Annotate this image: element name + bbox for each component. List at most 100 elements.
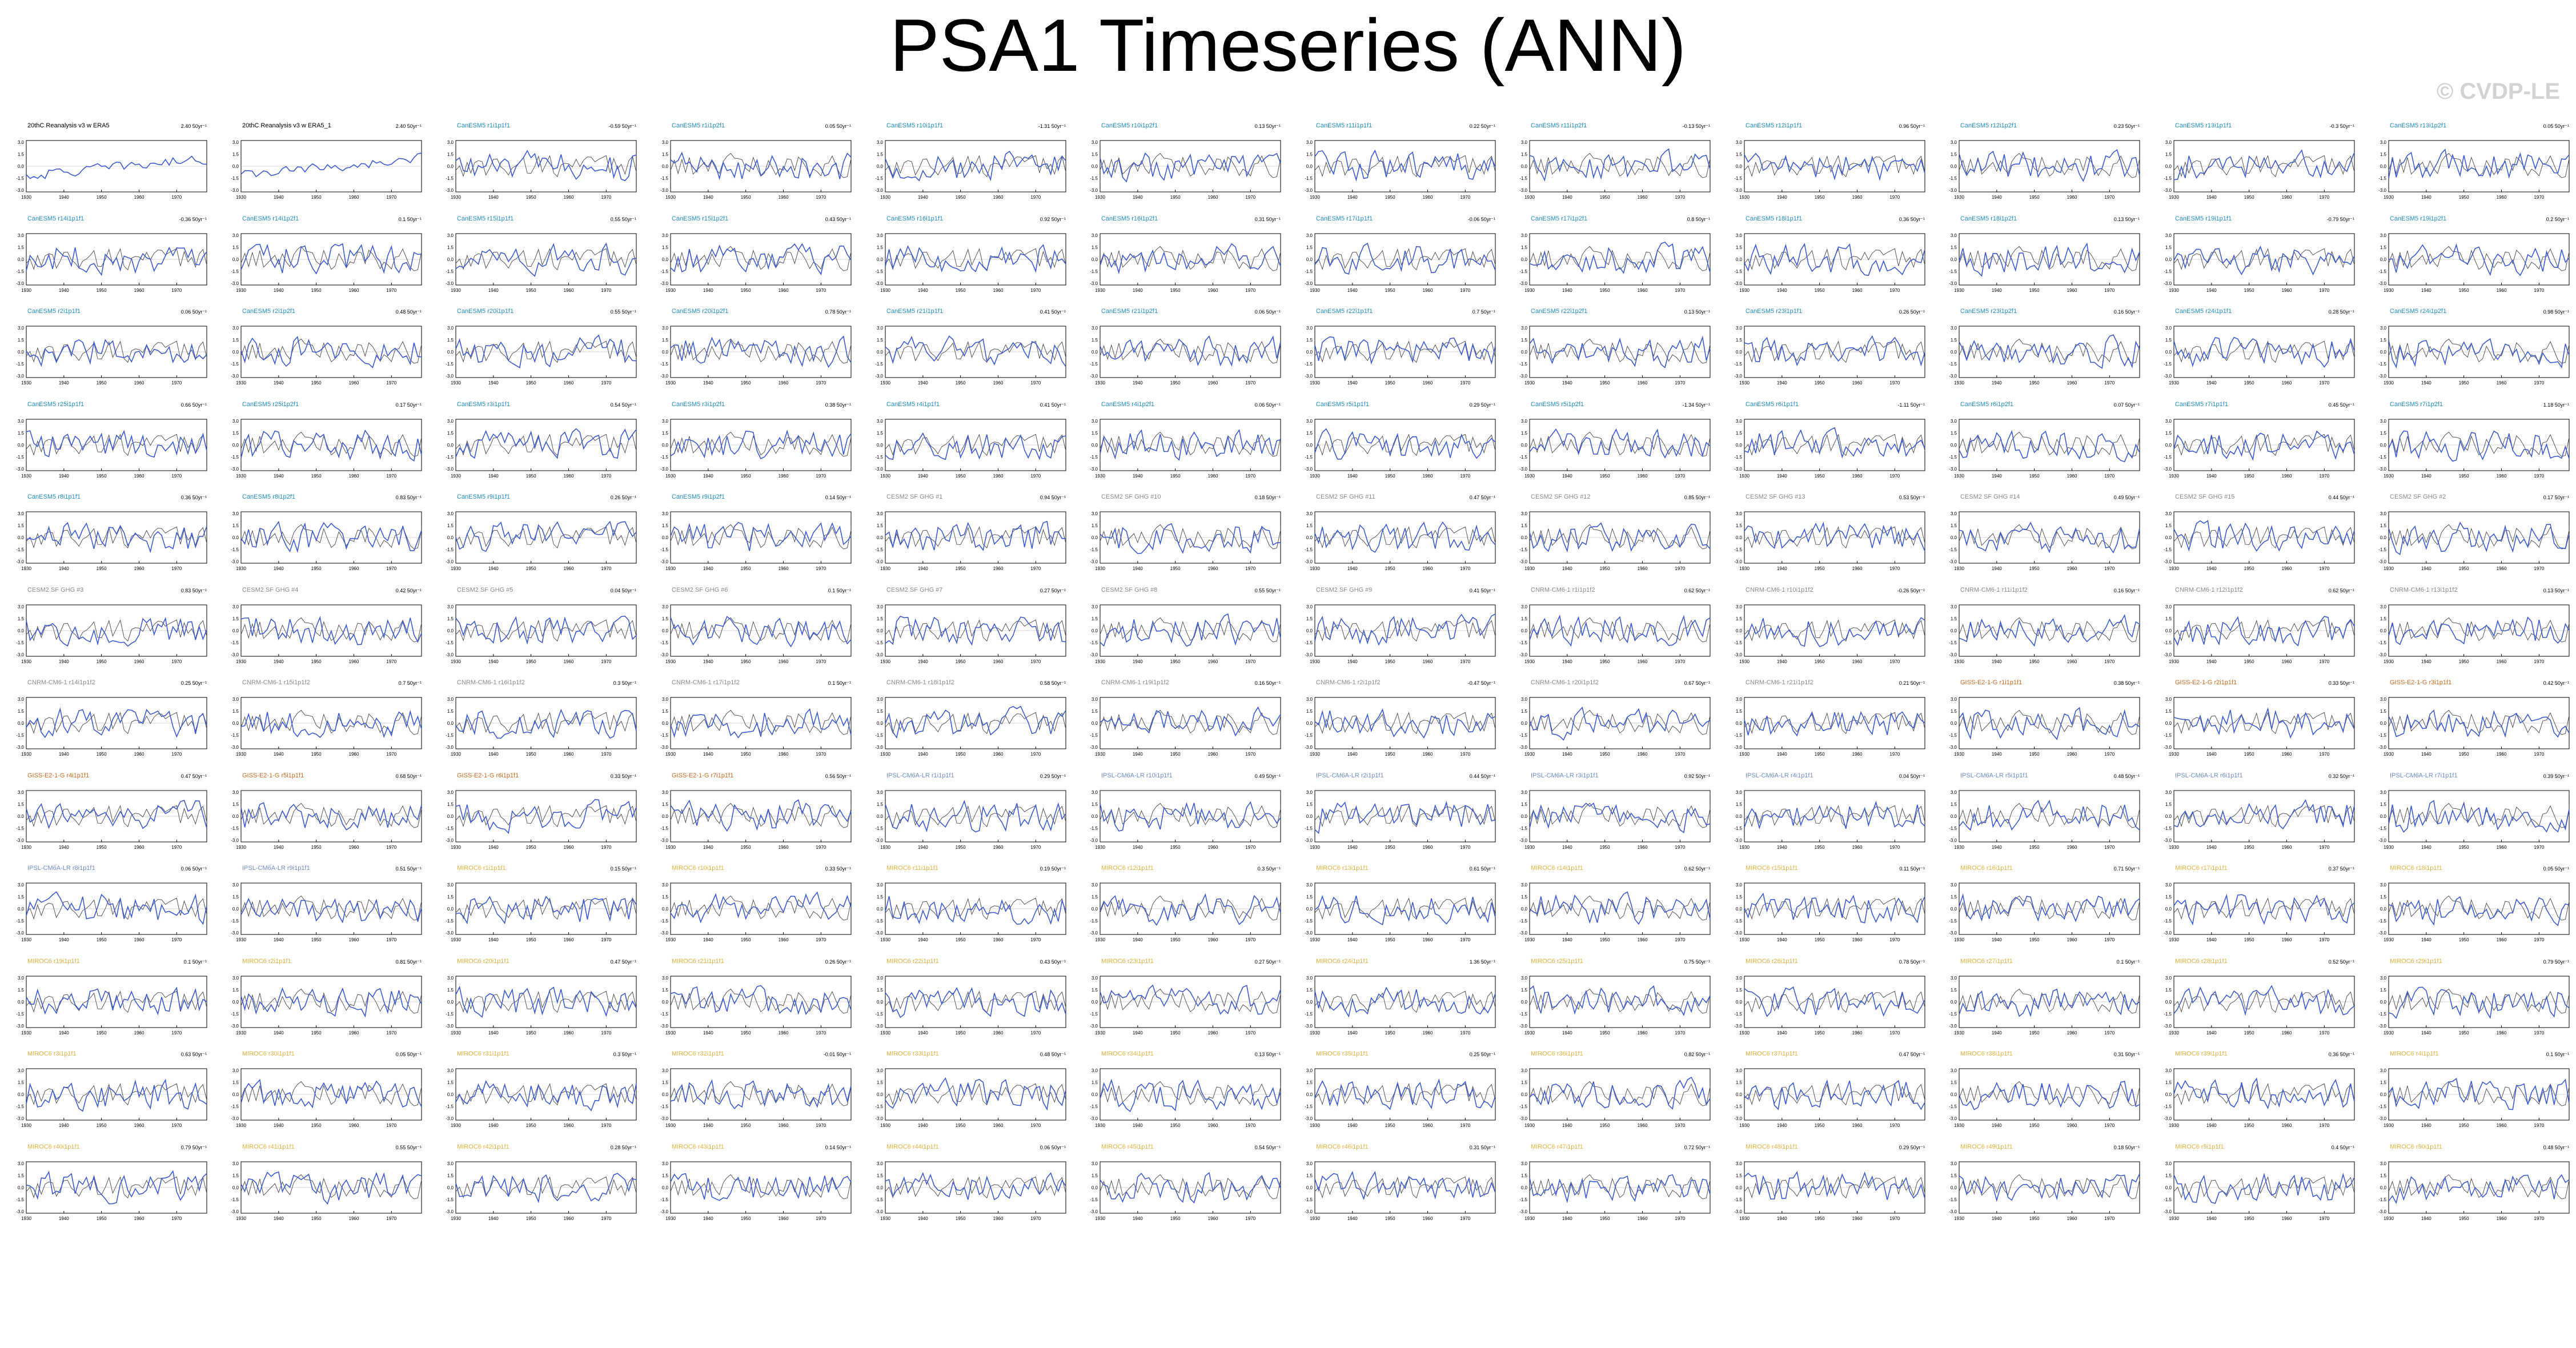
model-series-line bbox=[1100, 523, 1281, 555]
panel-trend-label: 0.1 50yr⁻¹ bbox=[2116, 958, 2140, 965]
x-tick-label: 1950 bbox=[1385, 937, 1395, 942]
y-tick-label: 0.0 bbox=[447, 814, 454, 819]
y-tick-label: 0.0 bbox=[1951, 443, 1957, 448]
y-tick-label: -1.5 bbox=[660, 826, 668, 831]
timeseries-panel: CanESM5 r11i1p2f1 -0.13 50yr⁻¹ 3.0 1.5 0.0 -1… bbox=[1508, 120, 1714, 212]
x-tick-label: 1940 bbox=[274, 380, 284, 386]
x-tick-label: 1950 bbox=[97, 1123, 107, 1128]
x-tick-label: 1970 bbox=[816, 380, 826, 386]
y-tick-label: -1.5 bbox=[875, 1197, 883, 1202]
x-tick-label: 1960 bbox=[2067, 195, 2077, 200]
panel-title: CanESM5 r8i1p1f1 bbox=[27, 494, 81, 500]
x-tick-label: 1960 bbox=[564, 380, 574, 386]
panel-trend-label: 0.62 50yr⁻¹ bbox=[1684, 866, 1710, 872]
panel-title: MIROC6 r10i1p1f1 bbox=[672, 865, 724, 872]
x-tick-label: 1930 bbox=[1310, 845, 1320, 850]
x-tick-label: 1950 bbox=[2029, 845, 2040, 850]
x-tick-label: 1940 bbox=[59, 566, 69, 571]
panel-title: CanESM5 r14i1p1f1 bbox=[27, 215, 85, 222]
panel-trend-label: 0.23 50yr⁻¹ bbox=[2113, 123, 2140, 129]
panel-trend-label: 0.33 50yr⁻¹ bbox=[825, 866, 851, 872]
timeseries-panel: CESM2 SF GHG #3 0.83 50yr⁻¹ 3.0 1.5 0.0 -1.5-… bbox=[5, 584, 210, 677]
x-tick-label: 1950 bbox=[741, 380, 751, 386]
timeseries-panel: CanESM5 r13i1p1f1 -0.3 50yr⁻¹ 3.0 1.5 0.0 -1.… bbox=[2152, 120, 2358, 212]
x-tick-label: 1960 bbox=[349, 752, 359, 757]
x-tick-label: 1950 bbox=[1170, 474, 1181, 479]
timeseries-panel: MIROC6 r49i1p1f1 0.18 50yr⁻¹ 3.0 1.5 0.0 -1.5… bbox=[1937, 1141, 2143, 1234]
model-series-line bbox=[1744, 242, 1925, 276]
y-tick-label: -3.0 bbox=[1305, 467, 1313, 472]
x-tick-label: 1970 bbox=[2534, 659, 2544, 664]
x-tick-label: 1940 bbox=[59, 1216, 69, 1221]
observed-series-line bbox=[1100, 246, 1281, 271]
timeseries-panel: GISS-E2-1-G r1i1p1f1 0.38 50yr⁻¹ 3.0 1.5 0.0… bbox=[1937, 677, 2143, 769]
y-tick-label: -1.5 bbox=[2378, 176, 2386, 181]
x-tick-label: 1930 bbox=[21, 937, 31, 942]
y-tick-label: -3.0 bbox=[446, 838, 454, 843]
y-tick-label: 0.0 bbox=[1951, 164, 1957, 169]
y-tick-label: 1.5 bbox=[1092, 430, 1098, 435]
y-tick-label: -1.5 bbox=[1305, 733, 1313, 738]
x-tick-label: 1970 bbox=[1245, 474, 1255, 479]
x-tick-label: 1950 bbox=[526, 659, 536, 664]
model-series-line bbox=[1314, 521, 1496, 553]
x-tick-label: 1960 bbox=[1423, 752, 1433, 757]
observed-series-line bbox=[2388, 988, 2570, 1014]
model-series-line bbox=[26, 339, 207, 367]
x-tick-label: 1960 bbox=[2282, 1030, 2292, 1036]
y-tick-label: -1.5 bbox=[231, 918, 239, 924]
y-tick-label: -3.0 bbox=[1734, 838, 1742, 843]
timeseries-panel: IPSL-CM6A-LR r4i1p1f1 0.04 50yr⁻¹ 3.0 1.5 0.… bbox=[1723, 770, 1928, 862]
observed-series-line bbox=[2388, 709, 2570, 735]
y-tick-label: -3.0 bbox=[660, 467, 668, 472]
x-tick-label: 1970 bbox=[2534, 566, 2544, 571]
y-tick-label: -1.5 bbox=[1734, 547, 1742, 552]
model-series-line bbox=[670, 891, 852, 924]
x-tick-label: 1940 bbox=[2206, 288, 2217, 293]
timeseries-panel: MIROC6 r30i1p1f1 0.05 50yr⁻¹ 3.0 1.5 0.0 -1.5… bbox=[219, 1048, 425, 1141]
y-tick-label: 3.0 bbox=[1521, 326, 1528, 331]
x-tick-label: 1930 bbox=[880, 845, 890, 850]
x-tick-label: 1950 bbox=[1600, 195, 1610, 200]
x-tick-label: 1970 bbox=[816, 659, 826, 664]
x-tick-label: 1930 bbox=[665, 566, 676, 571]
timeseries-panel: IPSL-CM6A-LR r8i1p1f1 0.06 50yr⁻¹ 3.0 1.5 0.… bbox=[5, 862, 210, 955]
x-tick-label: 1960 bbox=[2067, 474, 2077, 479]
observed-series-line bbox=[2388, 1081, 2570, 1106]
y-tick-label: -3.0 bbox=[1519, 1209, 1527, 1214]
y-tick-label: -3.0 bbox=[660, 1116, 668, 1121]
panel-trend-label: 0.1 50yr⁻¹ bbox=[398, 216, 422, 222]
timeseries-panel: CanESM5 r9i1p1f1 0.26 50yr⁻¹ 3.0 1.5 0.0 -1.5… bbox=[434, 491, 640, 584]
y-tick-label: -3.0 bbox=[1305, 652, 1313, 657]
y-tick-label: -3.0 bbox=[660, 745, 668, 750]
y-tick-label: -3.0 bbox=[446, 467, 454, 472]
model-series-line bbox=[1100, 243, 1281, 274]
panel-title: IPSL-CM6A-LR r1i1p1f1 bbox=[886, 772, 954, 779]
y-tick-label: 1.5 bbox=[2165, 1080, 2172, 1085]
x-tick-label: 1960 bbox=[2497, 380, 2507, 386]
y-tick-label: 3.0 bbox=[2165, 326, 2172, 331]
y-tick-label: -3.0 bbox=[2164, 1209, 2172, 1214]
panel-title: CanESM5 r16i1p1f1 bbox=[886, 215, 944, 222]
x-tick-label: 1960 bbox=[1423, 659, 1433, 664]
y-tick-label: 0.0 bbox=[1306, 906, 1313, 912]
y-tick-label: 3.0 bbox=[2380, 975, 2387, 980]
timeseries-panel: MIROC6 r11i1p1f1 0.19 50yr⁻¹ 3.0 1.5 0.0 -1.5… bbox=[864, 862, 1069, 955]
panel-title: MIROC6 r50i1p1f1 bbox=[2390, 1143, 2442, 1150]
y-tick-label: 0.0 bbox=[1951, 535, 1957, 540]
timeseries-panel: MIROC6 r23i1p1f1 0.27 50yr⁻¹ 3.0 1.5 0.0 -1.5… bbox=[1078, 956, 1284, 1048]
x-tick-label: 1960 bbox=[1208, 937, 1218, 942]
panel-title: MIROC6 r22i1p1f1 bbox=[886, 957, 939, 965]
x-tick-label: 1960 bbox=[993, 659, 1004, 664]
panel-trend-label: 0.17 50yr⁻¹ bbox=[2543, 495, 2569, 500]
y-tick-label: -1.5 bbox=[1949, 547, 1957, 552]
x-tick-label: 1960 bbox=[134, 474, 145, 479]
y-tick-label: -3.0 bbox=[2164, 930, 2172, 936]
panel-title: MIROC6 r24i1p1f1 bbox=[1316, 957, 1369, 965]
